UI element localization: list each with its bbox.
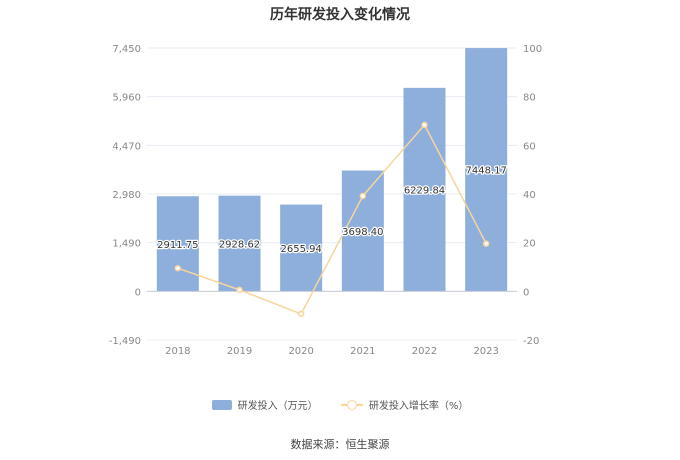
bar-value-label-halo: 2911.75 xyxy=(157,240,198,251)
y-right-tick-label: 0 xyxy=(523,287,529,298)
y-right-tick-label: 40 xyxy=(523,190,536,201)
growth-point xyxy=(421,121,428,129)
y-right-tick-label: -20 xyxy=(523,336,539,347)
y-left-tick-label: 7,450 xyxy=(112,44,141,55)
growth-line xyxy=(177,123,487,315)
y-left-tick-label: 4,470 xyxy=(112,141,141,152)
legend: 研发投入（万元） 研发投入增长率（%） xyxy=(0,397,680,413)
growth-point xyxy=(297,310,305,318)
chart-title: 历年研发投入变化情况 xyxy=(270,7,410,23)
bar xyxy=(218,195,261,292)
y-left-tick-label: 2,980 xyxy=(112,190,141,201)
bar xyxy=(280,204,323,292)
bar-value-label: 3698.40 xyxy=(342,227,383,238)
y-right-tick-label: 80 xyxy=(523,93,536,104)
x-tick-label: 2018 xyxy=(165,346,190,357)
y-left-tick-label: -1,490 xyxy=(109,336,141,347)
y-right-tick-label: 20 xyxy=(523,239,536,250)
x-tick-label: 2019 xyxy=(227,346,252,357)
growth-point xyxy=(174,264,182,272)
bar-value-label-halo: 6229.84 xyxy=(404,186,445,197)
bar-value-label: 7448.17 xyxy=(465,166,506,177)
bar-value-label-halo: 3698.40 xyxy=(342,227,383,238)
bar-value-label-halo: 7448.17 xyxy=(465,166,506,177)
bar-value-label-halo: 2928.62 xyxy=(219,240,260,251)
growth-point xyxy=(236,286,243,294)
bar-value-label: 2911.75 xyxy=(157,240,198,251)
bar xyxy=(341,170,384,292)
bar xyxy=(156,196,199,292)
y-left-tick-label: 1,490 xyxy=(112,239,141,250)
bar-value-label: 2655.94 xyxy=(280,244,321,255)
x-tick-label: 2022 xyxy=(412,346,437,357)
legend-line-swatch xyxy=(340,399,363,410)
bar xyxy=(465,48,508,292)
growth-point xyxy=(482,240,490,247)
growth-point xyxy=(359,192,367,200)
y-left-tick-label: 0 xyxy=(135,287,141,298)
y-right-tick-label: 100 xyxy=(523,44,542,55)
legend-item-line[interactable]: 研发投入增长率（%） xyxy=(340,397,469,412)
bar-value-label-halo: 2655.94 xyxy=(280,244,321,255)
legend-item-bar[interactable]: 研发投入（万元） xyxy=(211,397,318,412)
x-tick-label: 2023 xyxy=(473,346,498,357)
y-right-tick-label: 60 xyxy=(523,141,536,152)
bar-value-label: 2928.62 xyxy=(219,240,260,251)
x-tick-label: 2020 xyxy=(288,346,313,357)
legend-bar-swatch xyxy=(211,399,232,410)
source-note: 数据来源：恒生聚源 xyxy=(290,438,390,451)
x-tick-label: 2021 xyxy=(350,346,375,357)
legend-line-label: 研发投入增长率（%） xyxy=(368,401,469,412)
bar-value-label: 6229.84 xyxy=(404,186,445,197)
legend-bar-label: 研发投入（万元） xyxy=(237,401,318,412)
y-left-tick-label: 5,960 xyxy=(112,93,141,104)
